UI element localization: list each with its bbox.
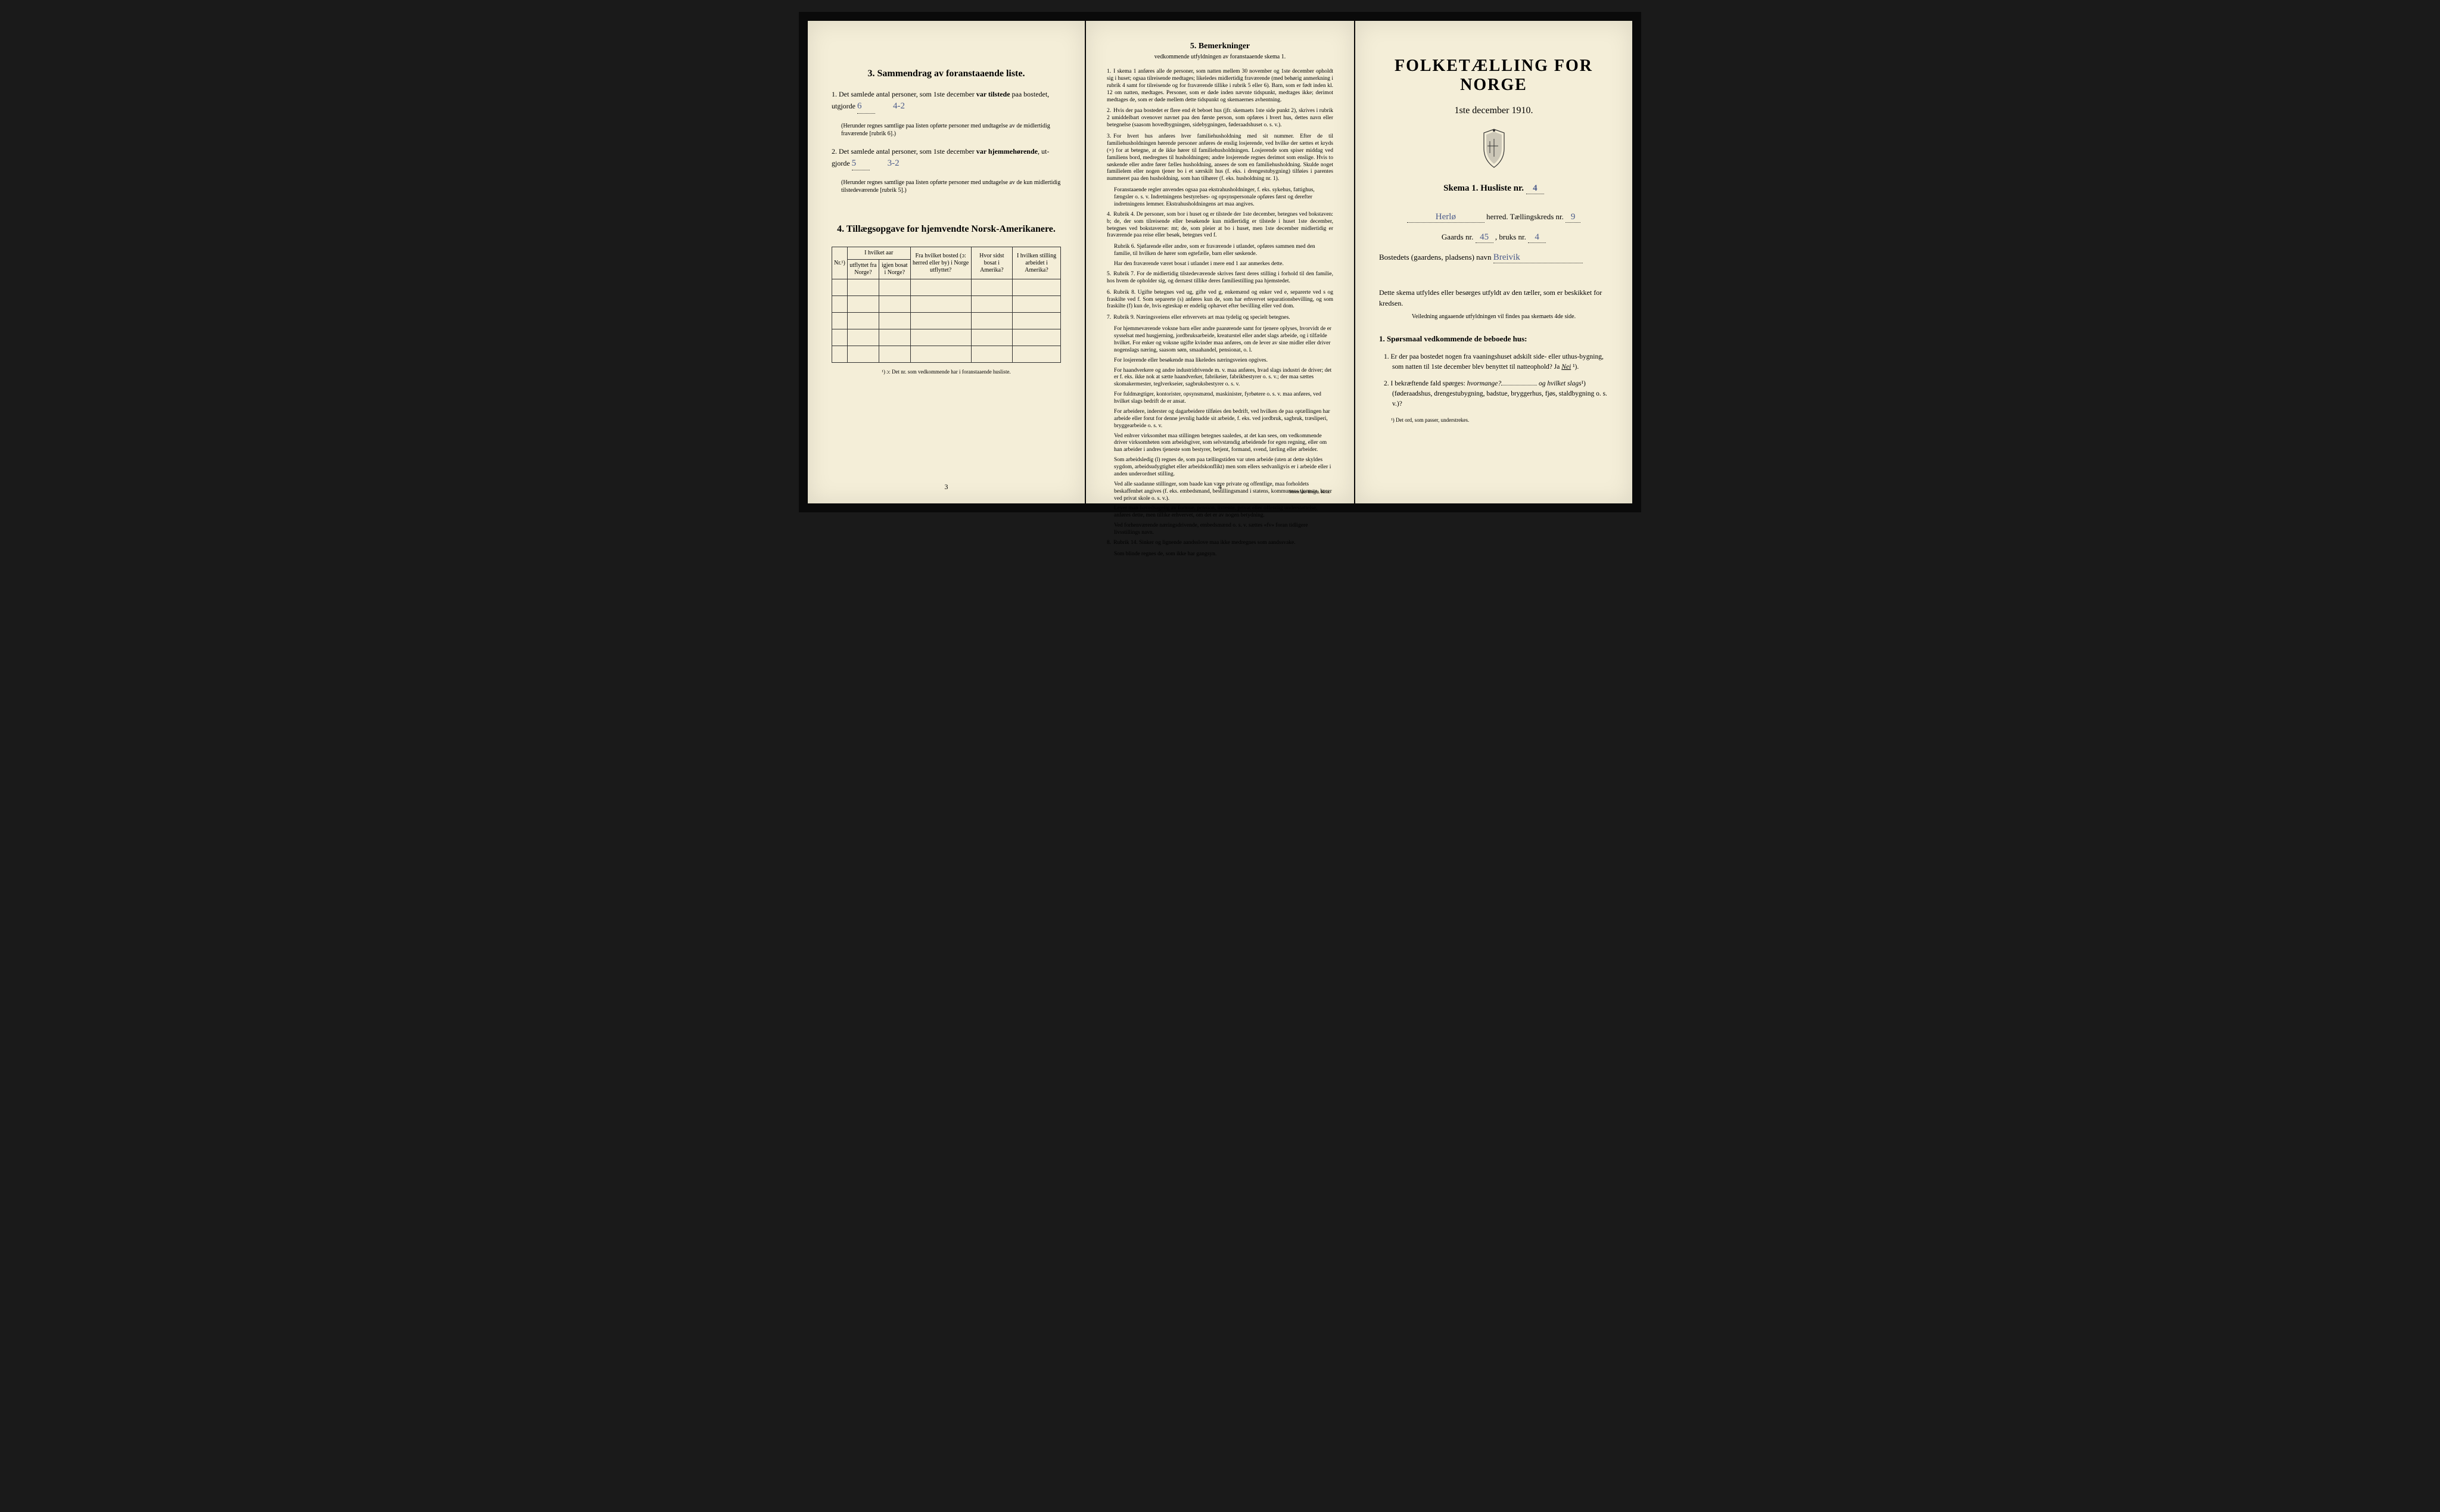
question-1: 1. Er der paa bostedet nogen fra vaaning… (1379, 352, 1608, 372)
coat-of-arms-icon (1379, 128, 1608, 173)
col-bosted: Fra hvilket bosted (ɔ: herred eller by) … (910, 247, 971, 279)
herred-value: Herlø (1436, 212, 1456, 222)
q2-c: og (1537, 380, 1547, 387)
item2-line2: gjorde (832, 159, 850, 167)
table-row (832, 346, 1061, 363)
page-number-4: 4 (1218, 483, 1222, 491)
page-center: 5. Bemerkninger vedkommende utfyldningen… (1086, 21, 1354, 503)
gaards-nr: 45 (1480, 232, 1489, 242)
amerika-table: Nr.¹) I hvilket aar Fra hvilket bosted (… (832, 247, 1061, 363)
printer-note: Steen'ske Bogtr. Kr.a. (1289, 489, 1330, 494)
item2-note: (Herunder regnes samtlige paa listen opf… (841, 179, 1061, 194)
q2-b: hvormange? (1467, 380, 1502, 387)
bosted-value: Breivik (1493, 253, 1520, 262)
col-nr: Nr.¹) (832, 247, 848, 279)
table-row (832, 329, 1061, 346)
table-row (832, 279, 1061, 296)
page-left: 3. Sammendrag av foranstaaende liste. 1.… (808, 21, 1085, 503)
item1-line2: utgjorde (832, 102, 855, 110)
remark-7f: For arbeidere, inderster og dagarbeidere… (1114, 409, 1333, 430)
remark-7b: For hjemmeværende voksne barn eller andr… (1114, 326, 1333, 354)
q1-answer: Nei (1561, 363, 1571, 371)
remark-4: 4.Rubrik 4. De personer, som bor i huset… (1107, 211, 1333, 240)
page-right: FOLKETÆLLING FOR NORGE 1ste december 191… (1355, 21, 1632, 503)
remark-7e: For fuldmægtiger, kontorister, opsynsmæn… (1114, 391, 1333, 406)
instruction-small: Veiledning angaaende utfyldningen vil fi… (1379, 313, 1608, 320)
table-row (832, 313, 1061, 329)
question-header: 1. Spørsmaal vedkommende de beboede hus: (1379, 334, 1608, 344)
census-title: FOLKETÆLLING FOR NORGE (1379, 57, 1608, 95)
instruction-block: Dette skema utfyldes eller besørges utfy… (1379, 287, 1608, 309)
amerika-table-section: Nr.¹) I hvilket aar Fra hvilket bosted (… (832, 247, 1061, 375)
remark-4c: Har den fraværende været bosat i utlande… (1114, 261, 1333, 268)
herred-label: herred. Tællingskreds nr. (1486, 212, 1564, 221)
item2-prefix: 2. Det samlede antal personer, som 1ste … (832, 147, 976, 155)
col-utflyttet: utflyttet fra Norge? (847, 260, 879, 279)
remark-8: 8.Rubrik 14. Sinker og lignende aandsslo… (1107, 540, 1333, 547)
remark-7d: For haandverkere og andre industridriven… (1114, 368, 1333, 389)
col-sidst: Hvor sidst bosat i Amerika? (971, 247, 1012, 279)
question-2: 2. I bekræftende fald spørges: hvormange… (1379, 379, 1608, 409)
remark-4b: Rubrik 6. Sjøfarende eller andre, som er… (1114, 244, 1333, 258)
bosted-row: Bostedets (gaardens, pladsens) navn Brei… (1379, 253, 1608, 263)
gaards-row: Gaards nr. 45 , bruks nr. 4 (1379, 232, 1608, 243)
summary-item-2: 2. Det samlede antal personer, som 1ste … (832, 146, 1061, 171)
summary-item-1: 1. Det samlede antal personer, som 1ste … (832, 89, 1061, 114)
herred-row: Herlø herred. Tællingskreds nr. 9 (1379, 212, 1608, 223)
remark-7c: For losjerende eller besøkende maa likel… (1114, 357, 1333, 365)
item1-note: (Herunder regnes samtlige paa listen opf… (841, 122, 1061, 138)
col-igjen: igjen bosat i Norge? (879, 260, 910, 279)
item1-bold: var tilstede (976, 90, 1010, 98)
kreds-nr: 9 (1571, 212, 1576, 222)
remark-5: 5.Rubrik 7. For de midlertidig tilstedev… (1107, 271, 1333, 285)
remark-7k: Ved forhenværende næringsdrivende, embed… (1114, 522, 1333, 537)
item2-extra: 3-2 (888, 158, 900, 168)
item1-value: 6 (857, 101, 862, 111)
table-footnote: ¹) ɔ: Det nr. som vedkommende har i fora… (832, 369, 1061, 375)
item2-suffix: , ut- (1038, 147, 1049, 155)
right-footnote: ¹) Det ord, som passer, understrekes. (1379, 417, 1608, 423)
remark-7h: Som arbeidsledig (l) regnes de, som paa … (1114, 457, 1333, 478)
section5-title: 5. Bemerkninger (1107, 42, 1333, 51)
item1-suffix: paa bostedet, (1010, 90, 1050, 98)
remark-3b: Foranstaaende regler anvendes ogsaa paa … (1114, 187, 1333, 209)
remark-7j: Lever man hovedsagelig av formue, pensio… (1114, 505, 1333, 519)
remark-2: 2.Hvis der paa bostedet er flere end ét … (1107, 108, 1333, 129)
section3-title: 3. Sammendrag av foranstaaende liste. (832, 69, 1061, 79)
remark-6: 6.Rubrik 8. Ugifte betegnes ved ug, gift… (1107, 290, 1333, 311)
q1-suffix: ¹). (1571, 363, 1579, 371)
item1-extra: 4-2 (893, 101, 905, 111)
skema-line: Skema 1. Husliste nr. 4 (1379, 183, 1608, 194)
col-stilling: I hvilken stilling arbeidet i Amerika? (1013, 247, 1061, 279)
remark-7g: Ved enhver virksomhet maa stillingen bet… (1114, 433, 1333, 455)
bruks-label: , bruks nr. (1495, 232, 1526, 241)
bosted-label: Bostedets (gaardens, pladsens) navn (1379, 253, 1491, 262)
document-container: 3. Sammendrag av foranstaaende liste. 1.… (799, 12, 1641, 512)
q2-d: hvilket slags (1547, 380, 1581, 387)
remark-8b: Som blinde regnes de, som ikke har gangs… (1114, 551, 1333, 558)
skema-prefix: Skema 1. Husliste nr. (1443, 183, 1524, 193)
gaards-label: Gaards nr. (1442, 232, 1473, 241)
page-number-3: 3 (945, 483, 948, 491)
bruks-nr: 4 (1535, 232, 1539, 242)
item2-value: 5 (852, 158, 857, 168)
section5-subtitle: vedkommende utfyldningen av foranstaaend… (1107, 54, 1333, 60)
remark-1: 1.I skema 1 anføres alle de personer, so… (1107, 69, 1333, 104)
item2-bold: var hjemmehørende (976, 147, 1038, 155)
husliste-nr: 4 (1533, 183, 1538, 193)
item1-prefix: 1. Det samlede antal personer, som 1ste … (832, 90, 976, 98)
table-row (832, 296, 1061, 313)
census-date: 1ste december 1910. (1379, 105, 1608, 116)
remark-3: 3.For hvert hus anføres hver familiehush… (1107, 133, 1333, 183)
section4-title: 4. Tillægsopgave for hjemvendte Norsk-Am… (832, 224, 1061, 235)
remark-7: 7.Rubrik 9. Næringsveiens eller erhverve… (1107, 315, 1333, 322)
q2-a: 2. I bekræftende fald spørges: (1384, 380, 1467, 387)
col-aar-header: I hvilket aar (847, 247, 910, 260)
